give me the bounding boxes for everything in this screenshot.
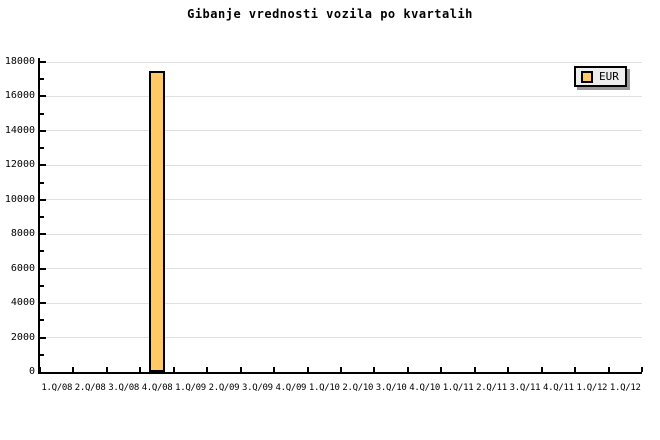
bar-4.Q/08 — [149, 70, 166, 372]
x-tick-5 — [206, 367, 209, 372]
x-label-16: 1.Q/12 — [576, 383, 608, 393]
x-label-3: 4.Q/08 — [141, 383, 173, 393]
x-tick-4 — [172, 367, 175, 372]
x-label-0: 1.Q/08 — [41, 383, 73, 393]
y-label-14000: 14000 — [4, 124, 35, 136]
y-minor-tick-1000 — [40, 353, 44, 356]
y-label-4000: 4000 — [10, 297, 35, 309]
y-label-2000: 2000 — [10, 331, 35, 343]
y-major-tick-10000 — [40, 198, 46, 201]
x-tick-12 — [440, 367, 443, 372]
x-tick-6 — [239, 367, 242, 372]
y-label-0: 0 — [28, 366, 35, 377]
gridline-2000 — [40, 337, 642, 339]
plot-area — [39, 61, 643, 372]
x-tick-10 — [373, 367, 376, 372]
y-label-16000: 16000 — [4, 90, 35, 102]
x-tick-1 — [72, 367, 75, 372]
y-minor-tick-17000 — [40, 78, 44, 81]
x-tick-17 — [607, 367, 610, 372]
y-minor-tick-9000 — [40, 216, 44, 218]
x-tick-8 — [306, 367, 309, 372]
x-label-2: 3.Q/08 — [108, 383, 139, 393]
x-tick-7 — [273, 367, 276, 372]
y-major-tick-8000 — [40, 233, 46, 236]
y-major-tick-2000 — [40, 336, 46, 339]
x-label-9: 2.Q/10 — [342, 383, 374, 393]
gridline-14000 — [40, 130, 642, 132]
x-label-11: 4.Q/10 — [409, 383, 440, 393]
y-axis-line — [38, 58, 40, 374]
x-label-7: 4.Q/09 — [275, 383, 307, 393]
y-label-18000: 18000 — [4, 56, 35, 67]
y-minor-tick-3000 — [40, 319, 44, 322]
y-label-10000: 10000 — [4, 193, 35, 205]
x-label-4: 1.Q/09 — [175, 383, 206, 393]
y-label-12000: 12000 — [4, 159, 35, 171]
x-label-15: 4.Q/11 — [543, 383, 574, 393]
x-label-14: 3.Q/11 — [509, 383, 541, 393]
y-major-tick-14000 — [40, 129, 46, 132]
x-label-17: 1.Q/12 — [609, 383, 641, 393]
x-label-8: 1.Q/10 — [308, 383, 340, 393]
legend: EUR — [574, 66, 627, 87]
y-minor-tick-11000 — [40, 181, 44, 184]
x-tick-9 — [340, 367, 342, 372]
y-major-tick-12000 — [40, 164, 46, 167]
legend-swatch-eur — [581, 70, 593, 83]
y-minor-tick-7000 — [40, 250, 44, 253]
gridline-18000 — [40, 61, 642, 63]
gridline-4000 — [40, 302, 642, 304]
gridline-6000 — [40, 268, 642, 270]
gridline-12000 — [40, 164, 642, 166]
x-tick-3 — [139, 367, 142, 372]
y-label-8000: 8000 — [10, 228, 35, 240]
y-major-tick-18000 — [40, 61, 46, 63]
x-label-6: 3.Q/09 — [242, 383, 273, 393]
x-axis-line — [38, 372, 642, 374]
x-tick-15 — [540, 367, 543, 372]
y-major-tick-6000 — [40, 267, 46, 270]
x-tick-14 — [507, 367, 510, 372]
y-minor-tick-5000 — [40, 284, 44, 287]
x-label-13: 2.Q/11 — [476, 383, 507, 393]
x-label-12: 1.Q/11 — [442, 383, 474, 393]
x-tick-2 — [105, 367, 108, 372]
x-tick-11 — [406, 367, 409, 372]
x-tick-16 — [574, 367, 577, 372]
x-tick-0 — [39, 367, 41, 372]
y-label-6000: 6000 — [10, 262, 35, 274]
x-label-1: 2.Q/08 — [74, 383, 106, 393]
y-major-tick-4000 — [40, 302, 46, 305]
chart-title: Gibanje vrednosti vozila po kvartalih — [187, 7, 473, 21]
x-label-10: 3.Q/10 — [375, 383, 407, 393]
gridline-8000 — [40, 233, 642, 235]
x-tick-18 — [641, 367, 643, 372]
y-major-tick-16000 — [40, 95, 46, 98]
x-label-5: 2.Q/09 — [208, 383, 240, 393]
y-minor-tick-15000 — [40, 112, 44, 115]
gridline-16000 — [40, 95, 642, 97]
x-tick-13 — [473, 367, 476, 372]
y-minor-tick-13000 — [40, 147, 44, 150]
gridline-10000 — [40, 199, 642, 201]
legend-label: EUR — [599, 70, 619, 83]
